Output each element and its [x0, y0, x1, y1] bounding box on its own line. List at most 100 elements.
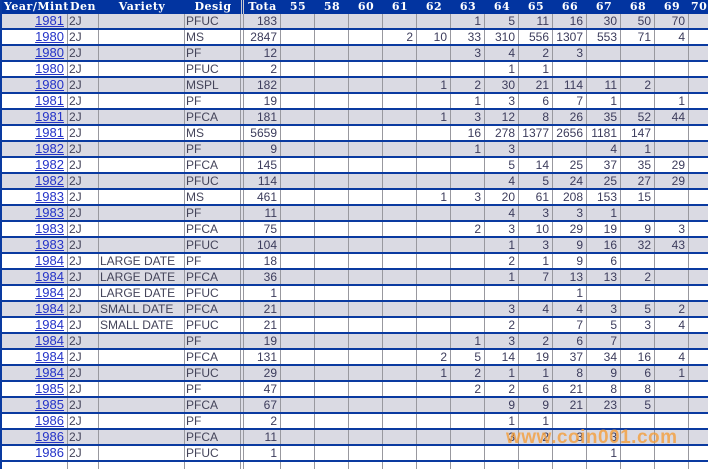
year-link[interactable]: 1983: [35, 222, 64, 236]
year-link[interactable]: 1985: [35, 398, 64, 412]
grade-63-cell: [451, 446, 485, 460]
grade-70-cell: [689, 174, 708, 188]
grade-70-cell: [689, 222, 708, 236]
grade-68-cell: [621, 206, 655, 220]
grade-70-cell: [689, 158, 708, 172]
year-link[interactable]: 1985: [35, 382, 64, 396]
year-link[interactable]: 1984: [35, 350, 64, 364]
year-cell: 1984: [2, 270, 68, 284]
desig-cell: PF: [185, 254, 241, 268]
grade-63-cell: [451, 206, 485, 220]
total-cell: 2: [244, 62, 281, 76]
grade-61-cell: [383, 94, 417, 108]
year-link[interactable]: 1983: [35, 238, 64, 252]
den-cell: 2J: [68, 414, 99, 428]
year-link[interactable]: 1981: [35, 110, 64, 124]
grade-66-cell: 16: [553, 14, 587, 28]
variety-cell: [99, 446, 185, 460]
grade-62-cell: [417, 414, 451, 428]
year-link[interactable]: 1986: [35, 430, 64, 444]
year-link[interactable]: 1981: [35, 126, 64, 140]
grade-61-cell: [383, 142, 417, 156]
grade-55-cell: [281, 430, 315, 444]
column-separator: [241, 430, 244, 444]
grade-67-cell: 13: [587, 270, 621, 284]
grade-58-cell: [315, 62, 349, 76]
grade-55-cell: [281, 238, 315, 252]
grade-63-cell: 2: [451, 222, 485, 236]
grade-60-cell: [349, 302, 383, 316]
year-link[interactable]: 1980: [35, 78, 64, 92]
year-link[interactable]: 1981: [35, 94, 64, 108]
grade-66-cell: 29: [553, 222, 587, 236]
column-separator: [241, 382, 244, 396]
grade-60-cell: [349, 366, 383, 380]
table-row: 1985 2J PF 47 2 2 6 21 8 8: [2, 382, 708, 398]
year-link[interactable]: 1983: [35, 190, 64, 204]
table-row: 1983 2J MS 461 1 3 20 61 208 153 15: [2, 190, 708, 206]
year-link[interactable]: 1984: [35, 254, 64, 268]
grade-68-cell: 147: [621, 126, 655, 140]
year-cell: 1986: [2, 414, 68, 428]
grade-62-cell: [417, 126, 451, 140]
year-link[interactable]: 1980: [35, 62, 64, 76]
grade-63-cell: 16: [451, 126, 485, 140]
year-link[interactable]: 1982: [35, 142, 64, 156]
year-link[interactable]: 1986: [35, 414, 64, 428]
year-link[interactable]: 1981: [35, 14, 64, 28]
grade-69-cell: [655, 206, 689, 220]
grade-55-cell: [281, 318, 315, 332]
grade-67-cell: [587, 286, 621, 300]
variety-cell: [99, 222, 185, 236]
year-link[interactable]: 1983: [35, 206, 64, 220]
variety-cell: SMALL DATE: [99, 318, 185, 332]
grade-61-cell: [383, 190, 417, 204]
den-cell: 2J: [68, 302, 99, 316]
grade-61-cell: [383, 414, 417, 428]
year-link[interactable]: 1984: [35, 318, 64, 332]
year-link[interactable]: 1984: [35, 366, 64, 380]
grade-55-cell: [281, 174, 315, 188]
grade-61-cell: [383, 222, 417, 236]
grade-69-cell: [655, 46, 689, 60]
grade-63-cell: 1: [451, 334, 485, 348]
grade-69-cell: 1: [655, 94, 689, 108]
year-link[interactable]: 1982: [35, 158, 64, 172]
year-link[interactable]: 1980: [35, 30, 64, 44]
grade-70-cell: [689, 78, 708, 92]
grade-69-cell: [655, 126, 689, 140]
year-cell: 1984: [2, 286, 68, 300]
grade-62-cell: 1: [417, 190, 451, 204]
year-cell: 1984: [2, 366, 68, 380]
grade-60-cell: [349, 78, 383, 92]
table-row: [2, 462, 708, 469]
year-link[interactable]: 1982: [35, 174, 64, 188]
grade-63-cell: 3: [451, 46, 485, 60]
year-link[interactable]: 1984: [35, 270, 64, 284]
year-link[interactable]: 1984: [35, 286, 64, 300]
year-link[interactable]: 1984: [35, 334, 64, 348]
grade-61-cell: 2: [383, 30, 417, 44]
variety-cell: SMALL DATE: [99, 302, 185, 316]
grade-64-cell: 278: [485, 126, 519, 140]
year-link[interactable]: 1980: [35, 46, 64, 60]
grade-61-cell: [383, 14, 417, 28]
table-row: 1983 2J PF 11 4 3 3 1: [2, 206, 708, 222]
column-separator: [241, 206, 244, 220]
table-row: 1984 2J LARGE DATE PF 18 2 1 9 6: [2, 254, 708, 270]
column-header-62: 62: [425, 0, 443, 13]
table-body: 1981 2J PFUC 183 1 5 11 16 30 50 70 1980 2J MS 2847 2 10…: [2, 14, 708, 469]
year-link[interactable]: 1984: [35, 302, 64, 316]
column-separator: [241, 78, 244, 92]
table-row: 1981 2J MS 5659 16 278 1377 2656 1181 147: [2, 126, 708, 142]
grade-64-cell: 14: [485, 350, 519, 364]
column-separator: [241, 62, 244, 76]
grade-66-cell: 2656: [553, 126, 587, 140]
total-cell: 131: [244, 350, 281, 364]
grade-66-cell: 114: [553, 78, 587, 92]
grade-62-cell: [417, 158, 451, 172]
desig-cell: PFUC: [185, 286, 241, 300]
grade-67-cell: 3: [587, 430, 621, 444]
grade-55-cell: [281, 366, 315, 380]
grade-58-cell: [315, 158, 349, 172]
